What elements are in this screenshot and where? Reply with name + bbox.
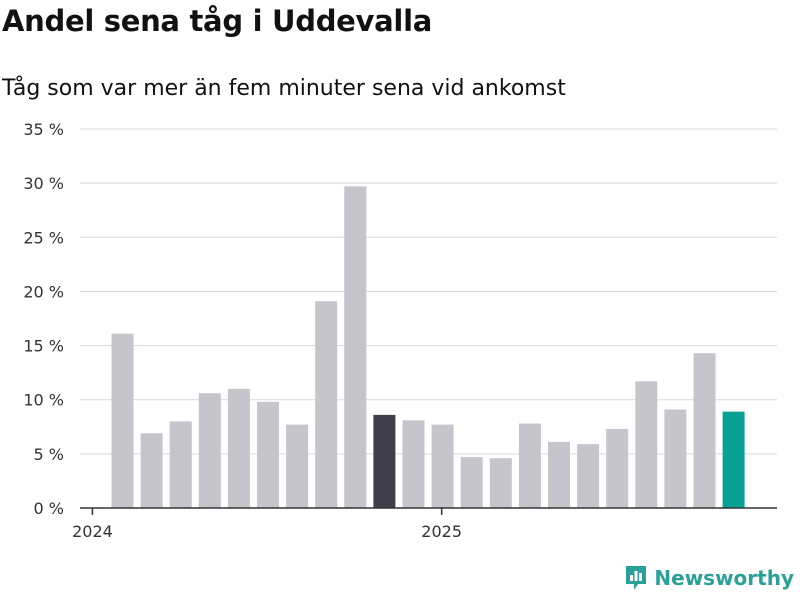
- bar-2024-07: [286, 424, 309, 508]
- bar-2025-02: [489, 458, 512, 508]
- bar-2024-03: [169, 421, 192, 508]
- bar-2024-10: [373, 414, 396, 508]
- y-tick-label: 20 %: [23, 282, 64, 301]
- bar-2025-04: [548, 441, 570, 508]
- bar-2025-09: [693, 353, 716, 508]
- bars: [111, 186, 745, 509]
- y-tick-label: 25 %: [23, 228, 64, 247]
- chart-title: Andel sena tåg i Uddevalla: [2, 4, 432, 38]
- y-tick-label: 0 %: [34, 499, 64, 518]
- bar-2024-02: [140, 433, 163, 508]
- gridlines: [80, 128, 777, 455]
- bar-2024-09: [344, 186, 367, 509]
- axis-labels: 0 % 5 % 10 % 15 % 20 % 25 % 30 % 35 % 2024 2025: [23, 120, 462, 541]
- x-tick-label: 2025: [421, 522, 462, 541]
- bar-2025-10: [722, 411, 745, 508]
- y-tick-label: 5 %: [34, 445, 64, 464]
- bar-2024-04: [198, 393, 221, 508]
- y-tick-label: 10 %: [23, 391, 64, 410]
- brand-name: Newsworthy: [654, 566, 794, 590]
- newsworthy-logo-icon: [626, 566, 647, 590]
- bar-2025-07: [635, 381, 658, 508]
- y-tick-label: 35 %: [23, 120, 64, 139]
- bar-2024-08: [315, 301, 338, 508]
- bar-2025-01: [460, 457, 483, 508]
- bar-2025-05: [577, 444, 600, 508]
- bar-2024-01: [111, 333, 134, 508]
- y-tick-label: 30 %: [23, 174, 64, 193]
- bar-2024-06: [257, 401, 279, 508]
- bar-2025-08: [664, 409, 687, 508]
- x-tick-label: 2024: [72, 522, 113, 541]
- bar-2024-12: [431, 424, 454, 508]
- bar-2024-05: [227, 388, 250, 508]
- bar-2025-06: [606, 428, 629, 508]
- axes: [80, 507, 777, 515]
- bar-2024-11: [402, 420, 425, 508]
- y-tick-label: 15 %: [23, 337, 64, 356]
- brand-logo: Newsworthy: [624, 564, 794, 592]
- chart-subtitle: Tåg som var mer än fem minuter sena vid …: [2, 76, 566, 101]
- bar-2025-03: [518, 423, 541, 508]
